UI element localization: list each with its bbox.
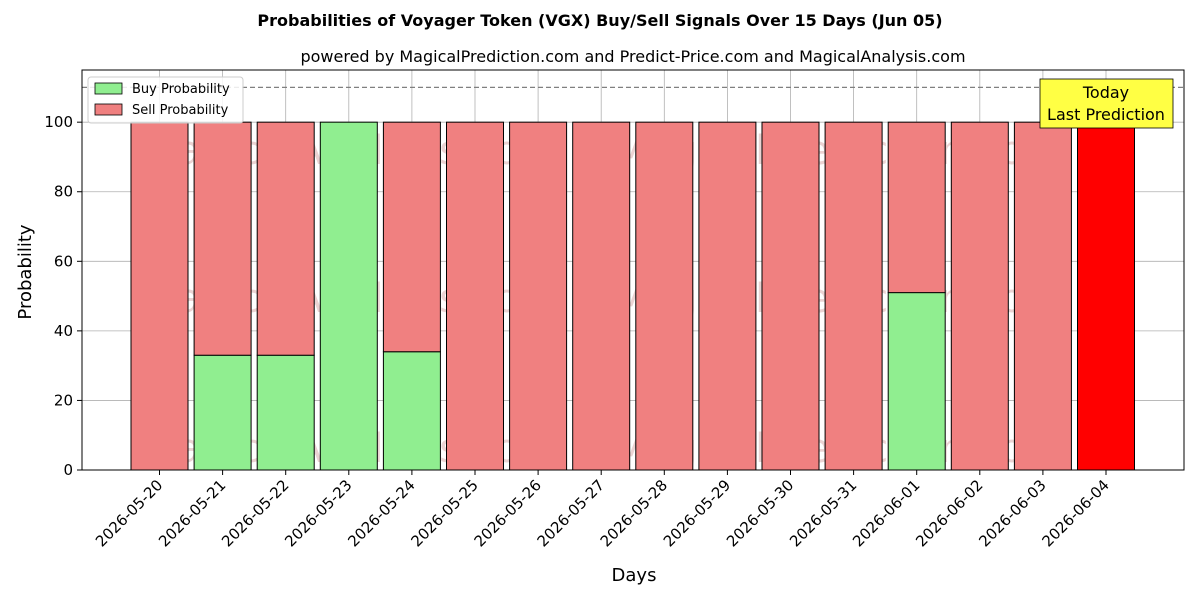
bar-sell: [572, 121, 631, 471]
bar-sell: [256, 121, 315, 356]
y-tick-label: 20: [54, 391, 73, 409]
chart-subtitle: powered by MagicalPrediction.com and Pre…: [300, 47, 965, 66]
y-axis-label: Probability: [15, 224, 36, 319]
bar-sell: [887, 121, 946, 294]
bar-sell: [1013, 121, 1072, 471]
legend-label-sell: Sell Probability: [132, 103, 229, 118]
x-tick-label: 2026-05-20: [92, 476, 166, 550]
legend-swatch-sell: [94, 103, 123, 116]
bar-sell: [446, 121, 504, 471]
x-tick-label: 2026-06-01: [849, 476, 923, 550]
bar-sell: [761, 121, 820, 471]
y-tick-label: 0: [63, 461, 73, 479]
bar-sell: [509, 121, 568, 471]
bar-buy: [382, 351, 441, 471]
bar-sell: [950, 121, 1009, 471]
y-tick-label: 80: [54, 183, 73, 201]
x-tick-label: 2026-05-31: [786, 476, 860, 550]
x-tick-label: 2026-06-04: [1038, 476, 1112, 550]
bar-sell: [635, 121, 694, 471]
bar-buy: [319, 121, 378, 471]
today-annotation: Today Last Prediction: [1039, 78, 1174, 129]
plot-frame: [81, 69, 1185, 471]
x-tick-label: 2026-06-03: [975, 476, 1049, 550]
bar-sell: [824, 121, 883, 471]
x-tick-label: 2026-05-26: [471, 476, 545, 550]
x-tick-label: 2026-05-27: [534, 476, 608, 550]
bar-sell: [698, 121, 757, 471]
bar-sell: [130, 121, 189, 471]
y-axis-ticks: 0 20 40 60 80 100: [44, 113, 82, 479]
y-tick-label: 100: [44, 113, 73, 131]
bar-buy: [887, 292, 946, 471]
x-tick-label: 2026-05-23: [281, 476, 355, 550]
bar-sell: [382, 121, 441, 353]
bars-layer: [130, 121, 1135, 471]
annotation-line-2: Last Prediction: [1047, 105, 1165, 124]
chart-title: Probabilities of Voyager Token (VGX) Buy…: [257, 11, 942, 30]
bar-buy: [256, 354, 315, 471]
x-tick-label: 2026-05-22: [218, 476, 292, 550]
x-tick-label: 2026-06-02: [912, 476, 986, 550]
y-tick-label: 40: [54, 322, 73, 340]
x-tick-label: 2026-05-28: [597, 476, 671, 550]
x-axis-label: Days: [612, 565, 657, 586]
x-tick-label: 2026-05-29: [660, 476, 734, 550]
x-axis-ticks: 2026-05-202026-05-212026-05-222026-05-23…: [92, 470, 1113, 550]
x-tick-label: 2026-05-30: [723, 476, 797, 550]
bar-buy: [193, 354, 252, 471]
annotation-line-1: Today: [1082, 83, 1129, 102]
legend-swatch-buy: [94, 82, 123, 95]
annotation-box: [1039, 78, 1174, 129]
x-tick-label: 2026-05-21: [155, 476, 229, 550]
x-tick-label: 2026-05-25: [407, 476, 481, 550]
legend-label-buy: Buy Probability: [132, 82, 230, 97]
legend: Buy Probability Sell Probability: [87, 76, 244, 124]
legend-box: [87, 76, 244, 124]
bar-sell: [193, 121, 252, 356]
x-tick-label: 2026-05-24: [344, 476, 418, 550]
bar-sell: [1077, 121, 1135, 471]
y-tick-label: 60: [54, 252, 73, 270]
